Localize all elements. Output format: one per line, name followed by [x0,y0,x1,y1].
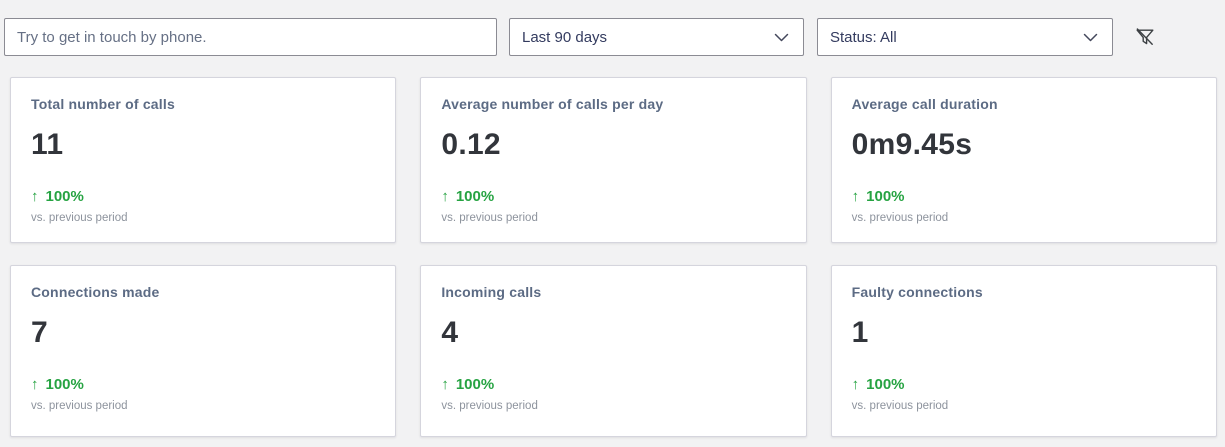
arrow-up-icon: ↑ [851,188,860,205]
card-incoming-calls: Incoming calls 4 ↑ 100% vs. previous per… [420,265,807,437]
trend-percent: 100% [455,376,495,393]
status-filter-select[interactable]: Status: All [817,18,1113,56]
arrow-up-icon: ↑ [441,376,449,393]
trend-percent: 100% [866,376,905,393]
arrow-up-icon: ↑ [441,188,449,205]
trend-indicator: ↑ 100% [31,376,375,393]
card-value: 1 [851,316,869,349]
trend-percent: 100% [45,188,84,205]
card-title: Incoming calls [441,284,542,300]
card-value: 4 [441,316,459,349]
card-value: 0.12 [441,128,501,161]
trend-indicator: ↑ 100% [852,376,1196,393]
trend-note: vs. previous period [441,400,538,412]
trend-percent: 100% [455,188,495,205]
trend-note: vs. previous period [31,212,128,224]
chevron-down-icon [1083,33,1098,42]
status-filter-value: Status: All [830,28,897,46]
arrow-up-icon: ↑ [31,376,39,393]
card-faulty-connections: Faulty connections 1 ↑ 100% vs. previous… [830,265,1217,437]
trend-percent: 100% [866,188,905,205]
card-title: Connections made [31,284,160,300]
search-input[interactable] [4,18,497,56]
card-total-calls: Total number of calls 11 ↑ 100% vs. prev… [10,77,397,243]
chevron-down-icon [774,33,789,42]
trend-indicator: ↑ 100% [852,188,1196,205]
trend-percent: 100% [45,376,84,393]
filter-toolbar: Last 90 days Status: All [4,18,1225,56]
trend-indicator: ↑ 100% [441,188,785,205]
trend-indicator: ↑ 100% [441,376,785,393]
card-value: 7 [31,316,48,349]
card-avg-call-duration: Average call duration 0m9.45s ↑ 100% vs.… [830,77,1217,243]
trend-note: vs. previous period [441,212,538,224]
trend-note: vs. previous period [851,400,949,412]
card-title: Average call duration [851,96,998,112]
date-range-select[interactable]: Last 90 days [509,18,804,56]
arrow-up-icon: ↑ [851,376,860,393]
card-title: Average number of calls per day [441,96,664,112]
arrow-up-icon: ↑ [31,188,39,205]
card-connections-made: Connections made 7 ↑ 100% vs. previous p… [10,265,397,437]
trend-indicator: ↑ 100% [31,188,375,205]
card-avg-calls-per-day: Average number of calls per day 0.12 ↑ 1… [420,77,807,243]
filter-slash-icon [1134,27,1155,47]
card-title: Total number of calls [31,96,175,112]
clear-filters-button[interactable] [1130,23,1158,51]
trend-note: vs. previous period [851,212,949,224]
card-value: 0m9.45s [851,128,973,161]
trend-note: vs. previous period [31,400,128,412]
card-title: Faulty connections [851,284,983,300]
date-range-value: Last 90 days [522,28,608,46]
kpi-card-grid: Total number of calls 11 ↑ 100% vs. prev… [10,77,1217,437]
card-value: 11 [31,128,64,161]
